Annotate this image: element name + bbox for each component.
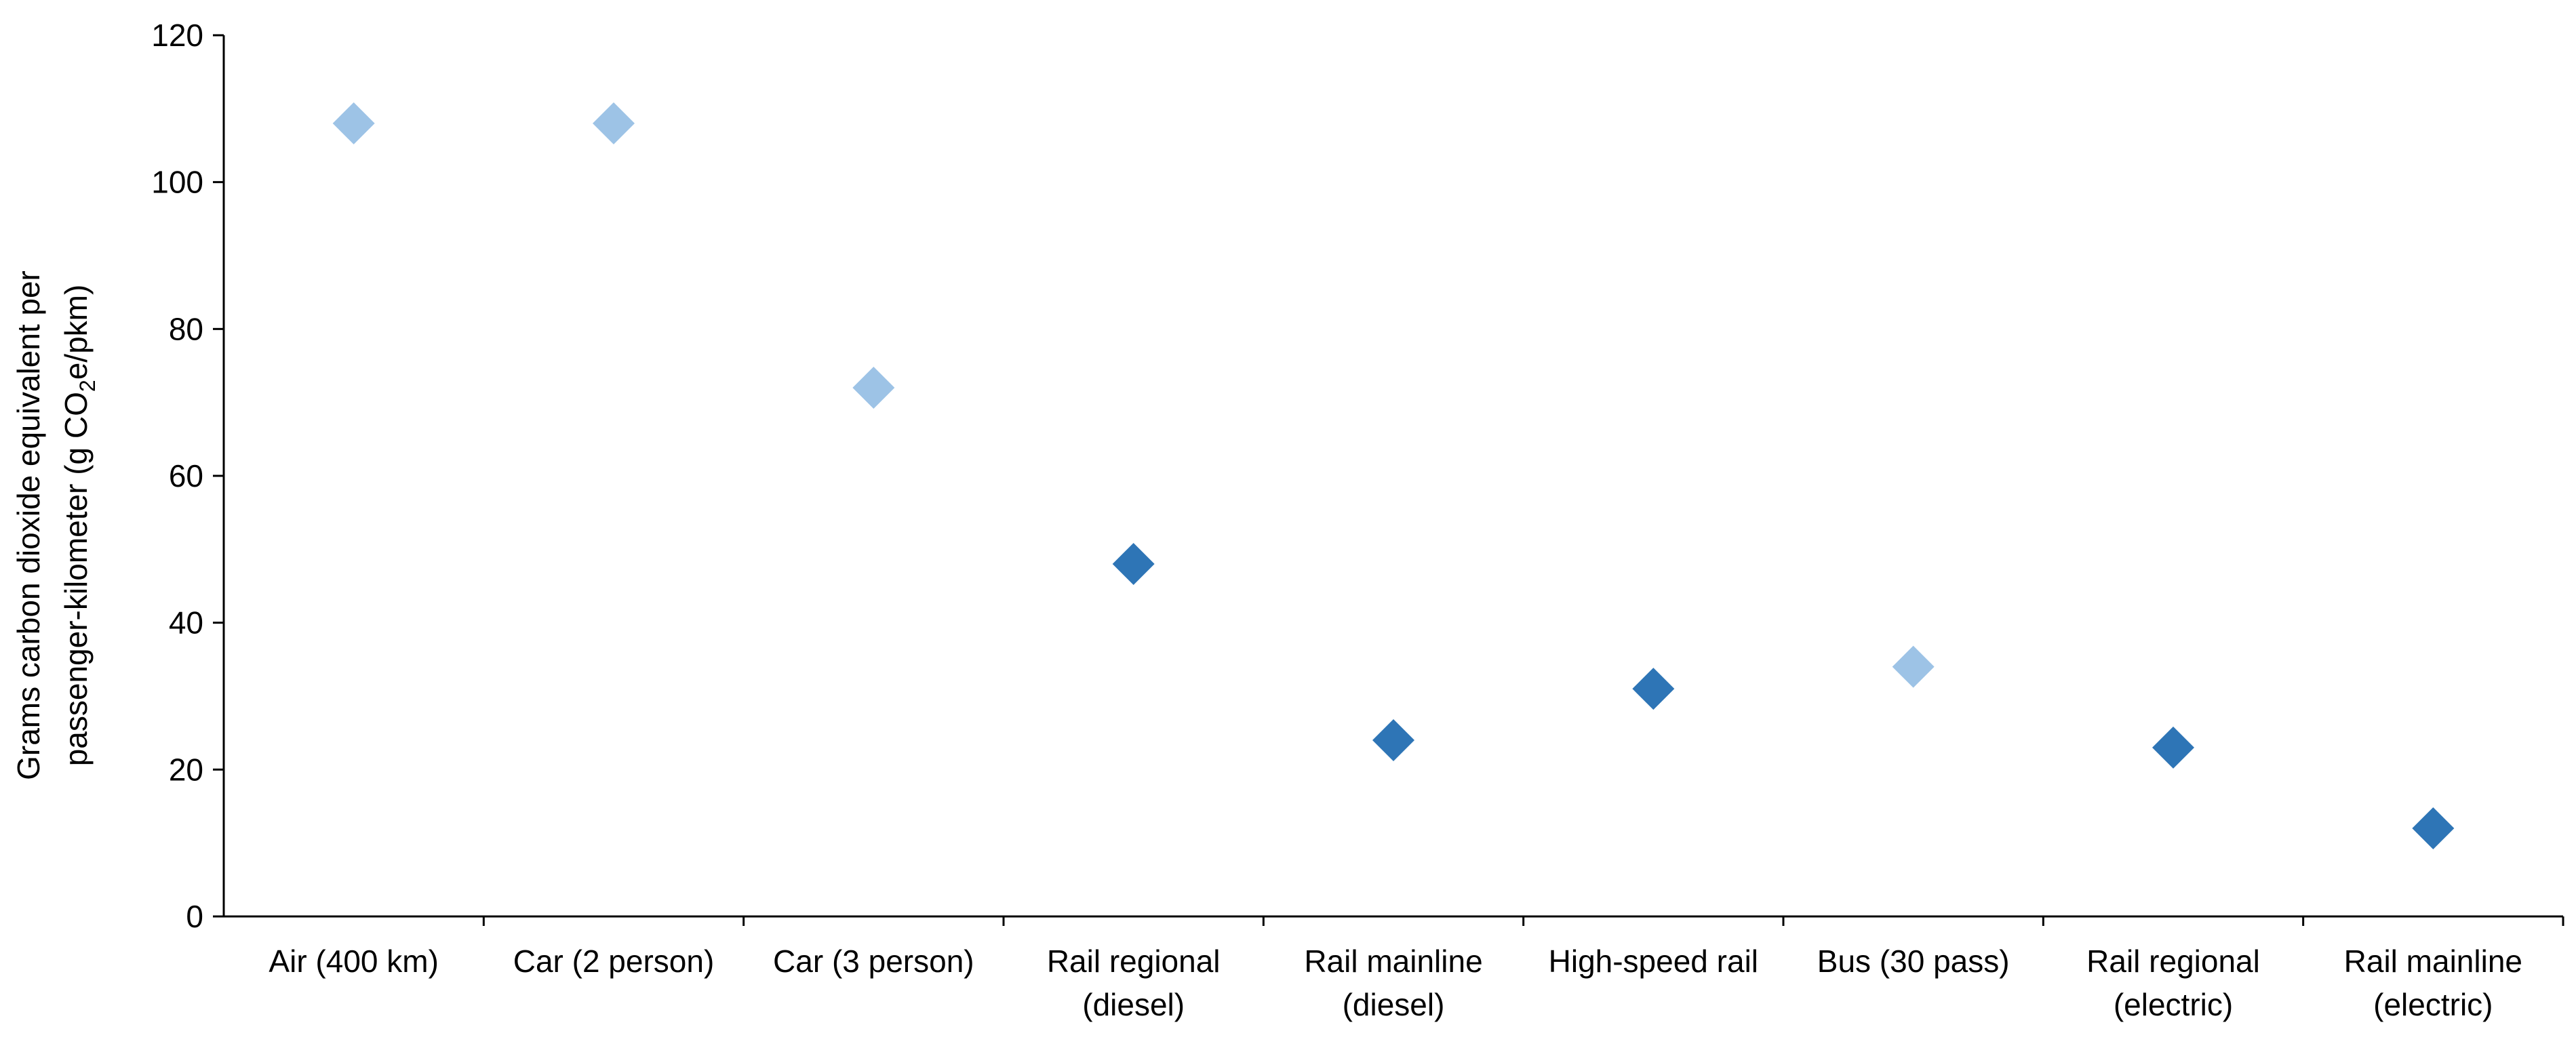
y-tick-label: 60 bbox=[169, 458, 203, 493]
x-category-label-line: (diesel) bbox=[1082, 987, 1185, 1022]
y-tick-label: 120 bbox=[151, 18, 203, 53]
data-point-marker bbox=[1632, 668, 1675, 710]
x-category-label-line: Air (400 km) bbox=[269, 944, 438, 979]
x-category-label: Rail regional (electric) bbox=[2086, 944, 2260, 1022]
y-axis-title: Grams carbon dioxide equivalent per pass… bbox=[11, 270, 100, 780]
x-category-label-line: (diesel) bbox=[1343, 987, 1445, 1022]
x-category-label: High-speed rail bbox=[1549, 944, 1758, 979]
data-point-marker bbox=[593, 102, 635, 144]
y-tick-label: 20 bbox=[169, 752, 203, 787]
y-axis-ticks: 0 20 40 60 80 100 120 bbox=[151, 18, 224, 934]
data-point-marker bbox=[332, 102, 375, 144]
x-category-label: Rail regional (diesel) bbox=[1047, 944, 1221, 1022]
x-category-label: Air (400 km) bbox=[269, 944, 438, 979]
x-category-label: Rail mainline (electric) bbox=[2344, 944, 2522, 1022]
x-axis-labels: Air (400 km) Car (2 person) Car (3 person)… bbox=[269, 916, 2564, 1022]
x-category-label: Rail mainline (diesel) bbox=[1304, 944, 1482, 1022]
y-axis-title-line1: Grams carbon dioxide equivalent per bbox=[11, 270, 46, 780]
x-category-label-line: Rail mainline bbox=[2344, 944, 2522, 979]
y-tick-label: 40 bbox=[169, 605, 203, 641]
y-tick-label: 80 bbox=[169, 311, 203, 346]
data-point-marker bbox=[2152, 726, 2194, 769]
x-category-label: Car (3 person) bbox=[773, 944, 974, 979]
x-category-label-line: (electric) bbox=[2114, 987, 2233, 1022]
x-category-label-line: Car (2 person) bbox=[513, 944, 715, 979]
y-axis-title-line2: passenger-kilometer (g CO2e/pkm) bbox=[58, 285, 100, 767]
x-category-label-line: Rail regional bbox=[1047, 944, 1221, 979]
x-category-label-line: Car (3 person) bbox=[773, 944, 974, 979]
x-category-label: Bus (30 pass) bbox=[1817, 944, 2010, 979]
data-point-marker bbox=[1112, 543, 1155, 585]
x-category-label-line: (electric) bbox=[2373, 987, 2493, 1022]
data-point-marker bbox=[2412, 807, 2455, 849]
data-point-marker bbox=[1892, 645, 1935, 688]
x-category-label: Car (2 person) bbox=[513, 944, 715, 979]
y-tick-label: 0 bbox=[186, 899, 203, 934]
x-category-label-line: High-speed rail bbox=[1549, 944, 1758, 979]
data-point-marker bbox=[852, 367, 895, 409]
x-category-label-line: Rail mainline bbox=[1304, 944, 1482, 979]
x-category-label-line: Bus (30 pass) bbox=[1817, 944, 2010, 979]
y-tick-label: 100 bbox=[151, 165, 203, 200]
data-point-marker bbox=[1372, 719, 1414, 761]
data-markers bbox=[332, 102, 2455, 849]
x-category-label-line: Rail regional bbox=[2086, 944, 2260, 979]
